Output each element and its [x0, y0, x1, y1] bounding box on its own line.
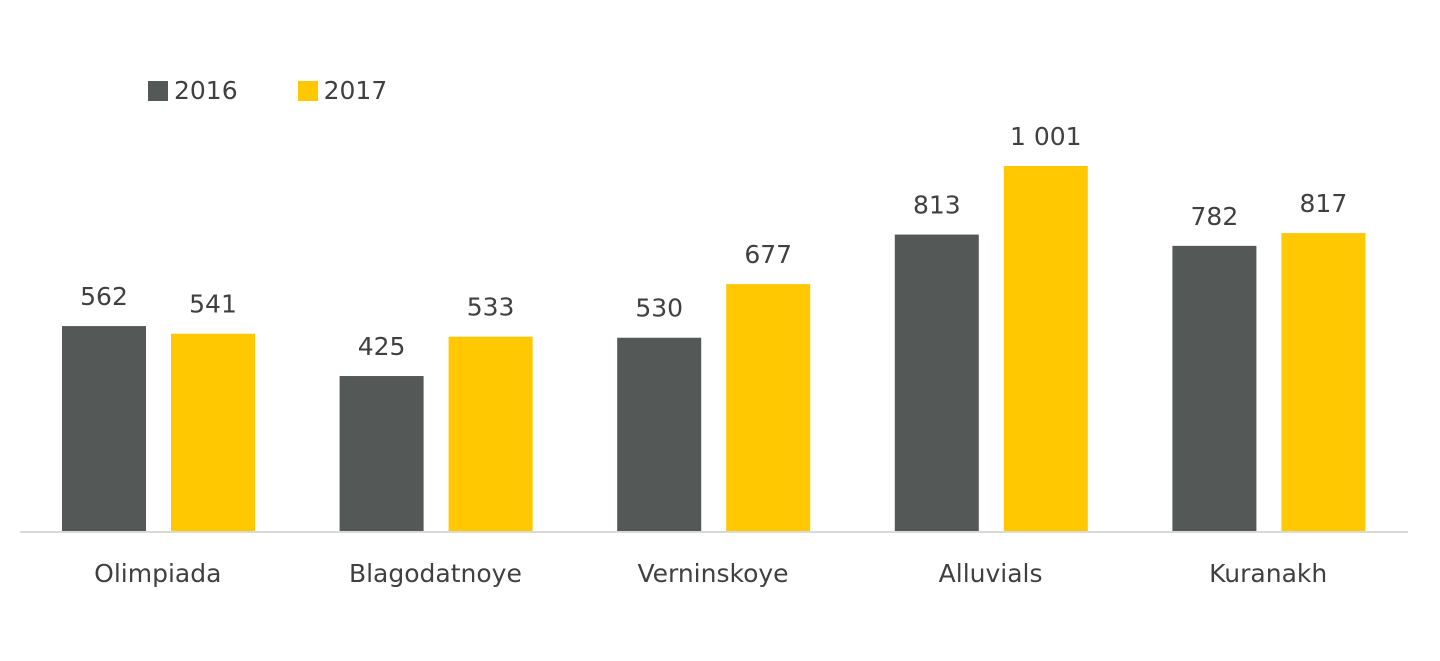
legend-label-2017: 2017 — [323, 76, 388, 105]
legend-swatch-2016 — [148, 80, 168, 101]
data-label-2017-blagodatnoye: 533 — [467, 293, 515, 322]
bar-2016-blagodatnoye — [339, 376, 424, 531]
bar-2016-kuranakh — [1172, 245, 1257, 531]
data-label-2017-olimpiada: 541 — [189, 290, 237, 319]
data-label-2016-kuranakh: 782 — [1191, 202, 1239, 231]
legend-label-2016: 2016 — [174, 76, 238, 105]
data-label-2017-alluvials: 1 001 — [1010, 122, 1082, 151]
data-label-2017-kuranakh: 817 — [1300, 189, 1348, 218]
bar-2017-olimpiada — [171, 333, 255, 531]
legend-swatch-2017 — [297, 80, 318, 101]
category-label-olimpiada: Olimpiada — [94, 559, 221, 588]
bar-2017-verninskoye — [726, 284, 811, 531]
legend: 2016 2017 — [148, 76, 447, 105]
bar-2017-kuranakh — [1281, 233, 1366, 532]
data-label-2017-verninskoye: 677 — [744, 240, 792, 269]
data-label-2016-olimpiada: 562 — [80, 282, 128, 311]
legend-item-2017: 2017 — [297, 76, 388, 105]
bar-2017-alluvials — [1003, 166, 1088, 531]
data-label-2016-alluvials: 813 — [913, 191, 961, 220]
bar-2016-verninskoye — [617, 337, 702, 531]
category-label-verninskoye: Verninskoye — [637, 559, 788, 588]
bar-2017-blagodatnoye — [448, 336, 533, 531]
data-label-2016-blagodatnoye: 425 — [358, 332, 406, 361]
bar-2016-alluvials — [894, 234, 979, 531]
category-label-blagodatnoye: Blagodatnoye — [349, 559, 522, 588]
category-label-alluvials: Alluvials — [939, 559, 1043, 588]
data-label-2016-verninskoye: 530 — [635, 294, 683, 323]
legend-item-2016: 2016 — [148, 76, 238, 105]
category-label-kuranakh: Kuranakh — [1209, 559, 1327, 588]
bar-2016-olimpiada — [62, 326, 146, 531]
